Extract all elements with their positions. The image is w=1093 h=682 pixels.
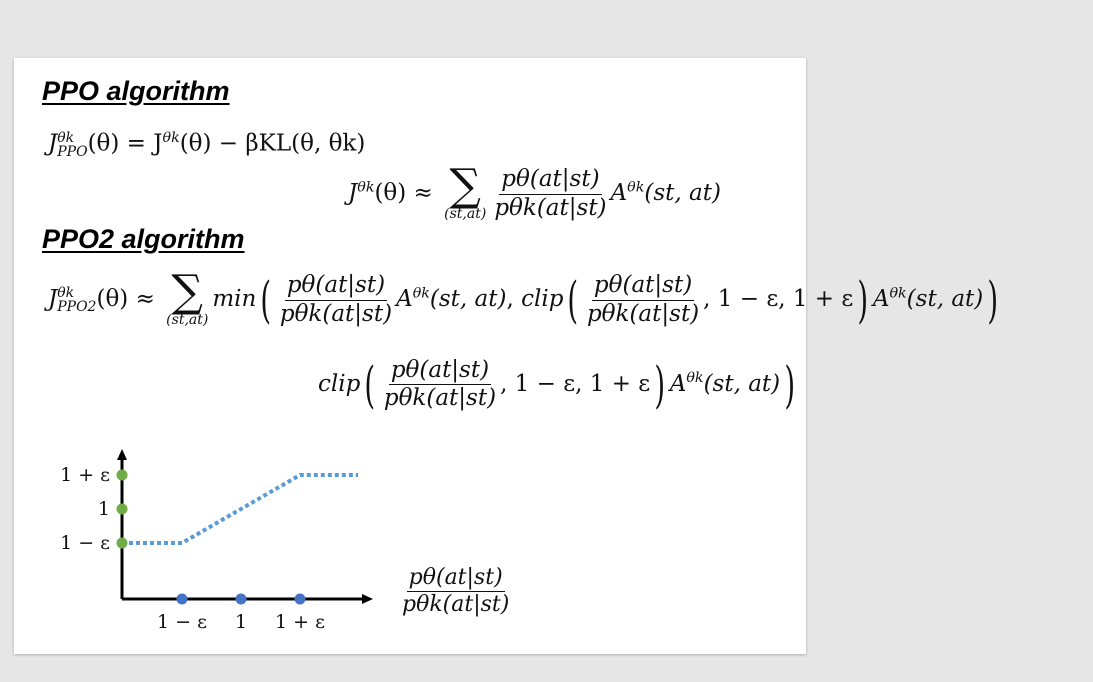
surrogate-advantage-args: (st, at) [644, 180, 721, 206]
x-tick-label-2: 1 + ε [275, 611, 325, 633]
ppo2-advantage: A [396, 286, 413, 312]
surrogate-sum-limit: (st,at) [444, 206, 487, 222]
ppo2-clip-advantage-args: (st, at) [906, 286, 984, 312]
y-marker-2 [116, 469, 128, 481]
clip-term-advantage: A [669, 370, 687, 397]
ppo-lhs-sup: θk [57, 129, 75, 146]
ppo2-advantage-sup: θk [412, 285, 430, 302]
ppo2-clip-advantage: A [872, 286, 890, 312]
ppo2-lhs: J [48, 286, 58, 312]
surrogate-advantage-sup: θk [627, 179, 645, 196]
y-axis-arrow [117, 449, 127, 460]
ppo2-lhs-tail: (θ) ≈ [96, 286, 155, 312]
clip-term-bounds: , 1 − ε, 1 + ε [500, 370, 651, 397]
ppo2-min: min [212, 286, 257, 312]
x-tick-label-1: 1 [235, 611, 247, 633]
ppo-surrogate-equation: Jθk(θ) ≈ ∑ (st,at) pθ(at|st) pθk(at|st) Aθk(… [348, 160, 721, 223]
ppo2-clip-ratio-den: pθk(at|st) [586, 300, 700, 327]
x-tick-label-0: 1 − ε [157, 611, 207, 633]
clip-chart: 1 + ε 1 1 − ε 1 − ε 1 1 + ε [60, 449, 373, 633]
surrogate-advantage: A [610, 180, 628, 206]
ppo2-ratio: pθ(at|st) pθk(at|st) [278, 272, 394, 327]
ppo-rhs-sup: θk [162, 130, 180, 146]
ppo2-sum: ∑ (st,at) [166, 266, 209, 329]
y-marker-0 [116, 537, 128, 549]
ppo2-ratio-den: pθk(at|st) [279, 300, 393, 327]
ppo2-lhs-sup: θk [57, 285, 75, 301]
x-marker-1 [235, 593, 247, 605]
surrogate-ratio-num: pθ(at|st) [499, 166, 602, 195]
ppo2-lhs-sub: PPO2 [57, 299, 97, 315]
x-axis-label-den: pθk(at|st) [402, 592, 510, 618]
surrogate-ratio-den: pθk(at|st) [494, 194, 607, 221]
ppo2-clip-advantage-sup: θk [889, 285, 907, 302]
ppo-rhs-tail: (θ) − βKL(θ, θk) [179, 130, 366, 157]
y-tick-label-1: 1 [98, 498, 110, 520]
x-axis-arrow [362, 594, 373, 604]
ppo2-advantage-args: (st, at) [429, 286, 507, 312]
clip-term-advantage-args: (st, at) [703, 370, 781, 397]
surrogate-lhs: J [348, 180, 358, 206]
clip-term-advantage-sup: θk [686, 370, 704, 387]
surrogate-lhs-sup: θk [357, 179, 375, 196]
clip-term-equation: clip(pθ(at|st) pθk(at|st), 1 − ε, 1 + ε) A… [318, 355, 796, 414]
ppo-rhs: (θ) = J [87, 130, 163, 157]
ppo2-clip: clip [521, 286, 564, 312]
clip-term-clip: clip [318, 370, 361, 397]
ppo-heading: PPO algorithm [42, 76, 230, 106]
clip-term-ratio-den: pθk(at|st) [383, 385, 497, 412]
x-axis-label-num: pθ(at|st) [406, 565, 505, 593]
surrogate-sum: ∑ (st,at) [444, 160, 487, 223]
ppo2-clip-ratio: pθ(at|st) pθk(at|st) [585, 272, 701, 327]
x-marker-0 [176, 593, 188, 605]
ppo2-clip-bounds: , 1 − ε, 1 + ε [703, 286, 854, 312]
ppo-lhs-sub: PPO [57, 143, 88, 160]
ppo2-sum-limit: (st,at) [166, 312, 209, 328]
y-tick-label-2: 1 − ε [60, 532, 110, 554]
clip-term-ratio-num: pθ(at|st) [388, 357, 492, 386]
x-axis-label: pθ(at|st) pθk(at|st) [398, 565, 513, 618]
y-tick-label-0: 1 + ε [60, 464, 110, 486]
ppo2-clip-ratio-num: pθ(at|st) [591, 272, 695, 301]
ppo2-ratio-num: pθ(at|st) [284, 272, 388, 301]
ppo-lhs: J [48, 130, 58, 157]
surrogate-ratio: pθ(at|st) pθk(at|st) [492, 166, 608, 221]
surrogate-lhs-tail: (θ) ≈ [374, 180, 433, 206]
clip-term-ratio: pθ(at|st) pθk(at|st) [382, 357, 498, 412]
y-marker-1 [116, 503, 128, 515]
x-marker-2 [294, 593, 306, 605]
ppo2-heading: PPO2 algorithm [42, 224, 245, 254]
series-line-0 [122, 473, 358, 545]
